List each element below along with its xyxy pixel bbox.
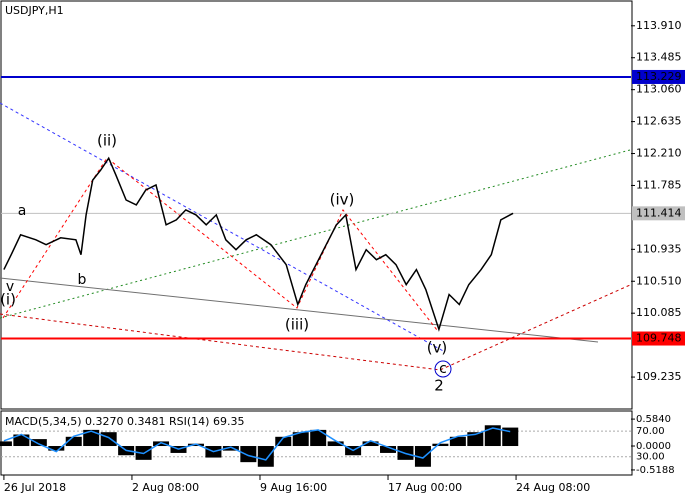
y-tick-label: 113.060 bbox=[636, 83, 682, 96]
y2-tick-label: 70.00 bbox=[636, 426, 665, 437]
y-tick-label: -0.5188 bbox=[636, 465, 675, 476]
wave-label: c bbox=[439, 361, 447, 377]
x-tick-label: 2 Aug 08:00 bbox=[132, 481, 199, 494]
macd-bar bbox=[484, 425, 501, 447]
macd-bar bbox=[362, 441, 379, 447]
price-line bbox=[3, 156, 514, 332]
x-tick-label: 9 Aug 16:00 bbox=[260, 481, 327, 494]
x-tick-label: 26 Jul 2018 bbox=[4, 481, 66, 494]
macd-bar bbox=[48, 446, 65, 451]
wave-label: b bbox=[78, 272, 87, 288]
wave-label: (iv) bbox=[330, 191, 355, 209]
macd-bar bbox=[0, 441, 12, 447]
y2-tick-label: 30.00 bbox=[636, 452, 665, 463]
wave-label: 2 bbox=[434, 377, 444, 395]
macd-bar bbox=[467, 432, 484, 447]
macd-bar bbox=[414, 446, 431, 467]
y-tick-label: 0.0000 bbox=[636, 441, 671, 452]
y-tick-label: 0.5840 bbox=[636, 414, 671, 425]
level-tag bbox=[632, 69, 685, 84]
macd-bar bbox=[13, 434, 30, 447]
macd-bar bbox=[502, 427, 519, 447]
y-tick-label: 113.485 bbox=[636, 51, 682, 64]
main-frame bbox=[0, 0, 633, 410]
macd-bar bbox=[83, 429, 100, 447]
wave-line bbox=[2, 157, 438, 331]
y-tick-label: 110.085 bbox=[636, 306, 682, 319]
wave-label: (v) bbox=[427, 339, 448, 357]
level-label: 113.229 bbox=[636, 70, 682, 83]
y-tick-label: 110.935 bbox=[636, 242, 682, 255]
macd-bar bbox=[222, 446, 239, 451]
macd-bar bbox=[380, 446, 397, 453]
y-tick-label: 112.635 bbox=[636, 115, 682, 128]
macd-bar bbox=[257, 446, 274, 467]
macd-bar bbox=[449, 436, 466, 447]
y-tick-label: 110.510 bbox=[636, 274, 682, 287]
level-tag bbox=[632, 206, 685, 221]
indicator-title: MACD(5,34,5) 0.3270 0.3481 RSI(14) 69.35 bbox=[5, 415, 244, 428]
macd-bar bbox=[65, 436, 82, 447]
wave-label: (i) bbox=[0, 291, 16, 309]
macd-bar bbox=[310, 429, 327, 447]
macd-bar bbox=[187, 443, 204, 447]
y-tick-label: 109.235 bbox=[636, 370, 682, 383]
y-tick-label: 112.210 bbox=[636, 147, 682, 160]
macd-bar bbox=[327, 441, 344, 447]
macd-bar bbox=[432, 443, 449, 447]
macd-bar bbox=[153, 441, 170, 447]
level-tag bbox=[632, 331, 685, 346]
macd-bar bbox=[30, 439, 47, 447]
wave-line bbox=[0, 284, 631, 371]
wave-circle bbox=[434, 360, 452, 378]
trend-line bbox=[0, 277, 599, 343]
macd-bar bbox=[100, 432, 117, 447]
macd-bar bbox=[275, 436, 292, 447]
trend-line bbox=[0, 149, 631, 319]
wave-label: v bbox=[6, 279, 14, 295]
macd-bar bbox=[240, 446, 257, 463]
rsi-line bbox=[3, 427, 511, 461]
wave-label: a bbox=[18, 203, 27, 219]
level-label: 111.414 bbox=[636, 206, 682, 219]
wave-label: (ii) bbox=[97, 132, 117, 150]
trend-line bbox=[0, 102, 446, 353]
wave-label: (iii) bbox=[285, 316, 309, 334]
y-tick-label: 113.910 bbox=[636, 19, 682, 32]
macd-bar bbox=[292, 432, 309, 447]
x-tick-label: 17 Aug 00:00 bbox=[388, 481, 462, 494]
y-tick-label: 111.785 bbox=[636, 178, 682, 191]
level-label: 109.748 bbox=[636, 332, 682, 345]
x-tick-label: 24 Aug 08:00 bbox=[516, 481, 590, 494]
chart-title: USDJPY,H1 bbox=[5, 4, 64, 17]
